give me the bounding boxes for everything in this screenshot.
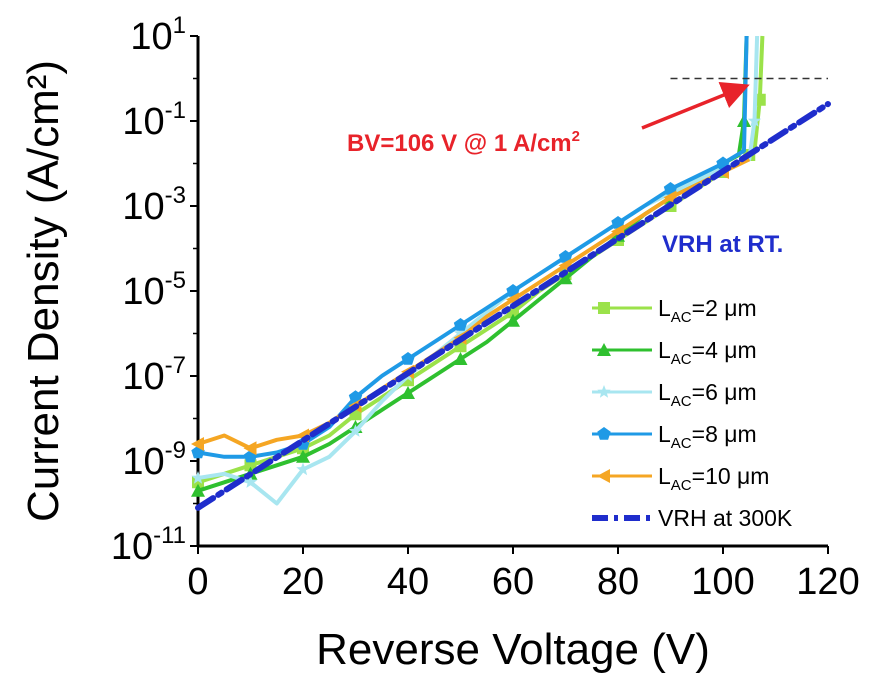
data-point — [597, 343, 611, 356]
legend-entry-2: LAC=6 μm — [592, 379, 757, 410]
series-5 — [195, 101, 831, 511]
data-point — [663, 182, 678, 195]
annotation-layer: BV=106 V @ 1 A/cm2 VRH at RT. — [347, 77, 828, 258]
legend: LAC=2 μm LAC=4 μm LAC=6 μm LAC=8 μm LAC=10 μ… — [592, 295, 793, 531]
data-point — [558, 271, 573, 285]
data-point — [597, 469, 610, 483]
x-tick-label: 40 — [387, 561, 429, 603]
data-point — [348, 390, 363, 403]
bv-annotation-label: BV=106 V @ 1 A/cm2 — [347, 128, 580, 157]
data-point — [506, 284, 520, 297]
data-point — [611, 216, 625, 229]
y-tick-label: 10-9 — [122, 437, 186, 483]
data-point — [597, 427, 611, 440]
legend-label: LAC=8 μm — [658, 421, 757, 452]
legend-entry-5: VRH at 300K — [592, 505, 793, 531]
legend-entry-0: LAC=2 μm — [592, 295, 757, 326]
data-point — [243, 441, 257, 456]
series-line — [197, 157, 751, 451]
data-point — [401, 352, 415, 365]
legend-entry-4: LAC=10 μm — [592, 463, 769, 494]
legend-label: LAC=10 μm — [658, 463, 769, 494]
legend-label: LAC=4 μm — [658, 337, 757, 368]
data-point — [296, 449, 310, 463]
series-line — [195, 101, 831, 511]
data-point — [453, 318, 468, 331]
x-tick-label: 120 — [796, 561, 859, 603]
y-tick-label: 10-7 — [122, 352, 186, 398]
y-tick-label: 10-5 — [122, 267, 186, 313]
data-point — [598, 302, 610, 314]
legend-label: LAC=6 μm — [658, 379, 757, 410]
x-tick-label: 0 — [187, 561, 208, 603]
data-point — [191, 483, 205, 497]
legend-label: VRH at 300K — [658, 505, 793, 531]
data-point — [506, 313, 520, 327]
bv-arrow — [641, 82, 750, 130]
data-point — [597, 385, 611, 398]
y-tick-label: 10-11 — [111, 522, 186, 568]
series-line — [197, 35, 765, 485]
data-point — [243, 475, 258, 488]
series-2 — [191, 35, 762, 506]
data-point — [191, 437, 204, 451]
x-axis-title: Reverse Voltage (V) — [316, 625, 710, 674]
x-tick-label: 20 — [282, 561, 324, 603]
tick-layer: 0 20 40 60 80 100 120 101 10-1 10-3 10-5 10-7 10-9 10… — [111, 12, 860, 603]
y-tick-label: 10-1 — [122, 97, 186, 143]
data-point — [401, 386, 415, 399]
vrh-rt-annotation: VRH at RT. — [662, 231, 783, 258]
data-point — [348, 424, 363, 437]
y-tick-label: 10-3 — [122, 182, 186, 228]
x-tick-label: 100 — [691, 561, 754, 603]
data-point — [453, 326, 468, 340]
data-point — [296, 462, 310, 476]
series-layer — [191, 35, 831, 511]
data-point — [191, 471, 205, 484]
x-tick-label: 80 — [597, 561, 639, 603]
y-axis-title: Current Density (A/cm²) — [19, 60, 68, 522]
legend-label: LAC=2 μm — [658, 295, 757, 326]
series-line — [197, 35, 760, 506]
x-tick-label: 60 — [492, 561, 534, 603]
data-point — [747, 114, 762, 127]
data-point — [558, 250, 573, 263]
legend-entry-1: LAC=4 μm — [592, 337, 757, 368]
series-0 — [192, 35, 766, 489]
legend-entry-3: LAC=8 μm — [592, 421, 757, 452]
data-point — [453, 352, 468, 365]
y-tick-label: 101 — [130, 12, 186, 58]
